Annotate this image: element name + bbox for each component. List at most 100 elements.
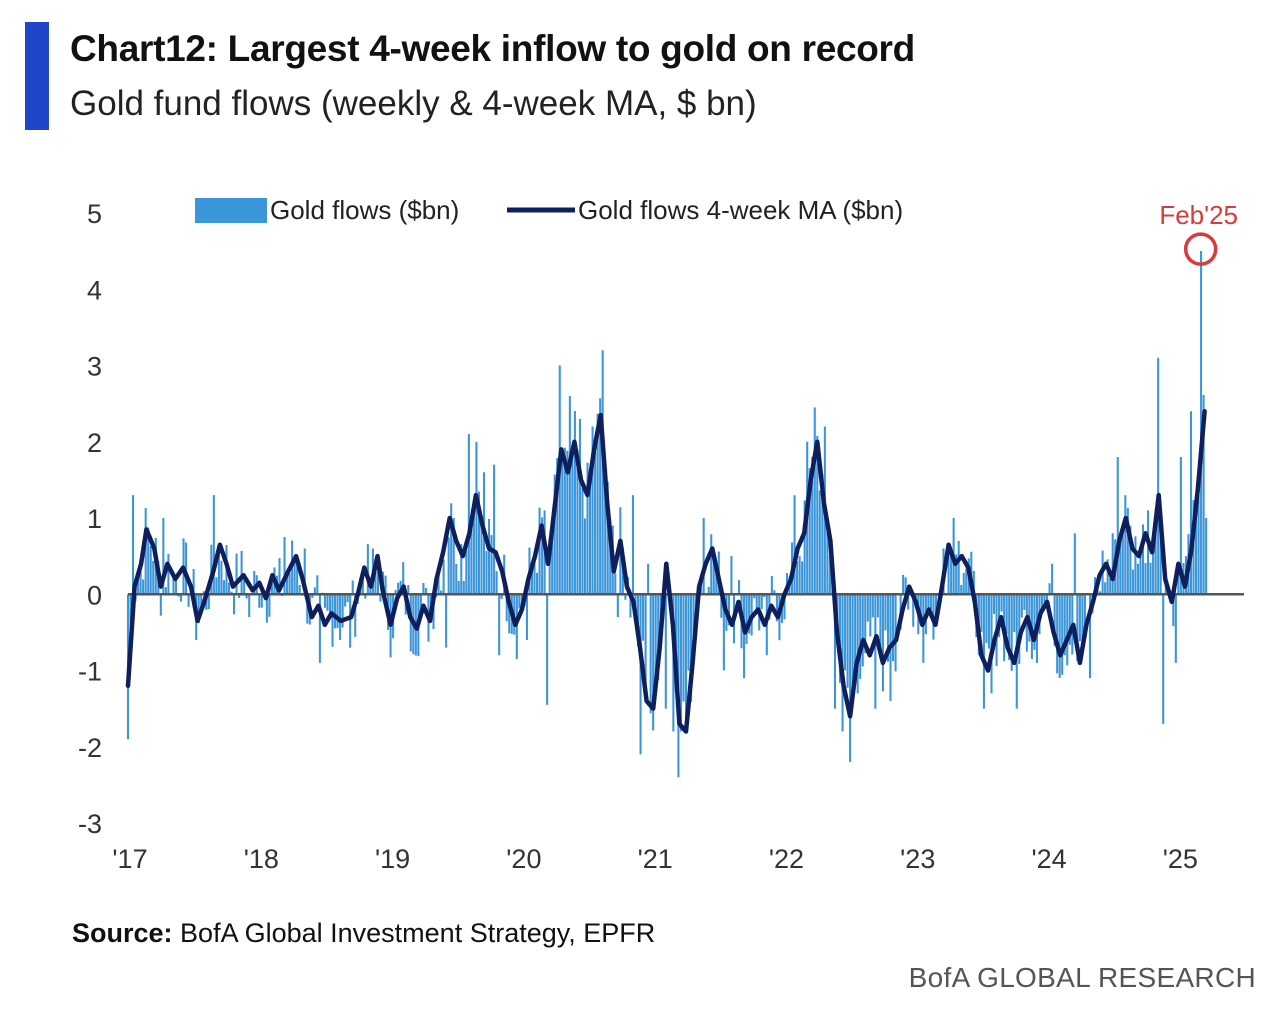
flow-bar [379, 594, 382, 602]
flow-bar [624, 594, 627, 600]
flow-bar [616, 594, 619, 618]
flow-bar [770, 575, 773, 595]
flow-bar [419, 594, 422, 612]
flow-bar [394, 590, 397, 595]
flow-bar [553, 474, 556, 595]
flow-bar [808, 468, 811, 595]
flow-bar [505, 594, 508, 622]
flow-bar [490, 535, 493, 595]
flow-bar [1099, 591, 1102, 595]
flow-bar [972, 570, 975, 595]
flow-bar [187, 594, 190, 607]
flow-bar [1136, 563, 1139, 595]
flow-bar [546, 594, 549, 705]
flow-bar [1005, 594, 1008, 634]
flow-bar [164, 587, 167, 595]
y-tick-label: 3 [87, 352, 102, 382]
flow-bar [1200, 251, 1203, 595]
flow-bar [833, 594, 836, 709]
flow-bar [402, 562, 405, 595]
flow-bar [384, 575, 387, 595]
flow-bar [955, 554, 958, 595]
flow-bar [1061, 594, 1064, 675]
flow-bar [548, 538, 551, 595]
flow-bar [354, 594, 357, 637]
flow-bar [1177, 568, 1180, 595]
flow-bar [452, 518, 455, 595]
flow-bar [253, 570, 256, 595]
flow-bar [472, 512, 475, 595]
flow-bar [644, 594, 647, 692]
flow-bar [1104, 582, 1107, 595]
flow-bar [498, 594, 501, 656]
x-tick-label: '24 [1031, 844, 1066, 874]
flow-bar [152, 560, 155, 595]
flow-bar [480, 524, 483, 595]
flow-bar [351, 580, 354, 595]
flow-bar [647, 563, 650, 595]
x-tick-label: '23 [900, 844, 935, 874]
flow-bar [376, 561, 379, 595]
y-tick-label: 4 [87, 275, 102, 305]
flow-bar [679, 594, 682, 732]
flow-bar [361, 577, 364, 595]
flow-bar [859, 594, 862, 679]
flow-bar [298, 584, 301, 595]
flow-bar [248, 594, 251, 618]
flow-bar [286, 573, 289, 595]
flow-bar [856, 594, 859, 694]
flow-bar [1068, 594, 1071, 645]
flow-bar [563, 447, 566, 595]
flow-bar [965, 568, 968, 595]
flow-bar [460, 544, 463, 595]
flow-bar [1141, 524, 1145, 595]
flow-bar [654, 594, 657, 675]
x-tick-label: '21 [638, 844, 673, 874]
flow-bar [450, 503, 453, 595]
flow-bar [629, 594, 632, 618]
flow-bar [1119, 537, 1122, 595]
flow-bar [407, 585, 410, 595]
flow-bar [144, 508, 147, 595]
flow-bar [197, 594, 200, 624]
flow-bar [1040, 594, 1044, 611]
flow-bar [760, 594, 763, 609]
flow-bar [162, 518, 165, 595]
title-accent-bar [25, 22, 49, 130]
ma-series-line [125, 409, 1207, 734]
flow-bar [212, 495, 215, 595]
flow-bar [349, 594, 352, 648]
flow-bar [566, 450, 569, 595]
flow-bar [447, 537, 450, 595]
flow-bar [919, 594, 922, 621]
flow-bar [1179, 457, 1182, 595]
flow-bar [987, 594, 991, 649]
flow-bar [293, 562, 296, 595]
legend-label-ma: Gold flows 4-week MA ($bn) [578, 195, 903, 225]
flow-bar [1073, 533, 1076, 595]
flow-bar [440, 590, 443, 595]
flow-bar [866, 594, 869, 622]
flow-bar [606, 481, 609, 595]
flow-bar [258, 594, 261, 608]
flow-bar [538, 507, 541, 595]
flow-bar [397, 582, 400, 595]
flow-bar [892, 594, 895, 662]
flow-bar [783, 594, 786, 620]
flow-bar [957, 540, 960, 595]
flow-bar [318, 594, 321, 663]
flow-bar [874, 594, 877, 709]
flow-bar [682, 594, 685, 702]
flow-bar [1018, 594, 1021, 664]
flow-bar [649, 594, 652, 714]
flow-bar [1058, 594, 1061, 678]
flow-bar [283, 537, 286, 595]
brand-footer: BofA GLOBAL RESEARCH [908, 962, 1256, 993]
flow-bar [902, 574, 905, 595]
flow-bar [722, 594, 725, 671]
flow-bar [642, 594, 645, 641]
flow-bar [455, 563, 458, 595]
x-tick-label: '18 [244, 844, 279, 874]
flow-bar [904, 577, 907, 595]
flow-bar [849, 594, 852, 762]
